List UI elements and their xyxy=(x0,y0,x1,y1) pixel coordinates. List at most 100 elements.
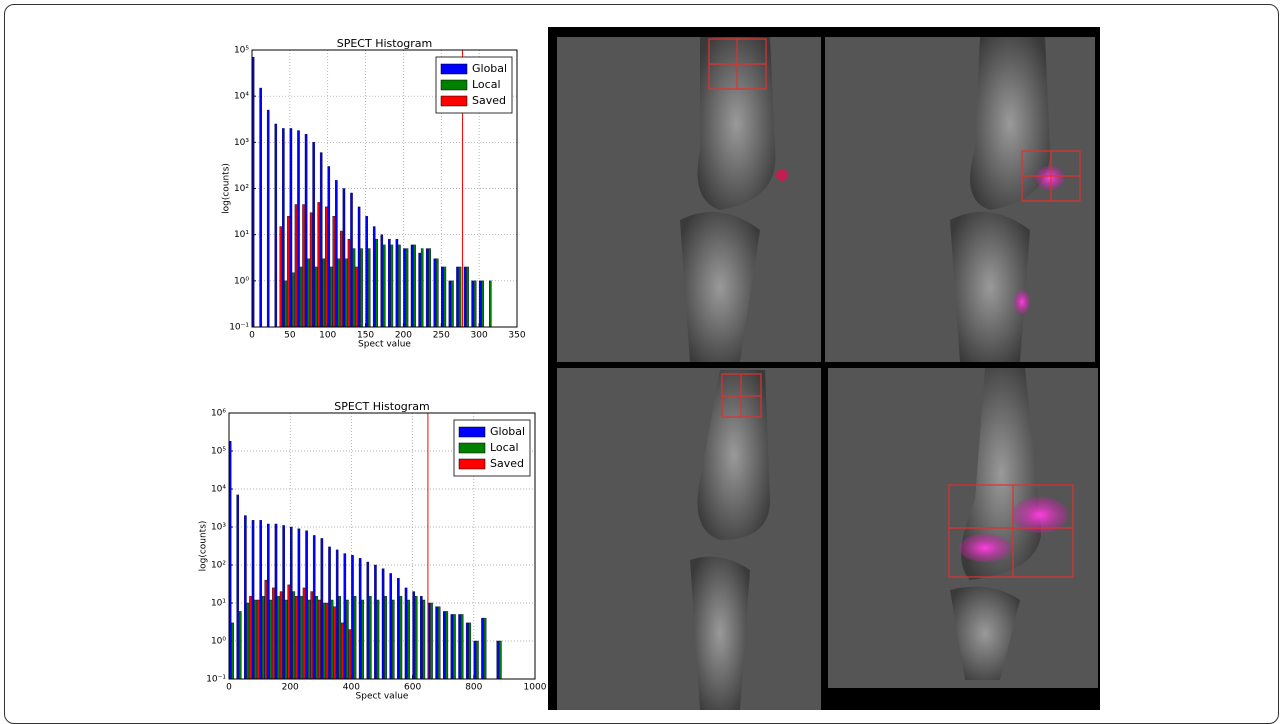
x-tick-label: 250 xyxy=(433,331,450,341)
bar xyxy=(441,266,444,328)
x-tick-label: 200 xyxy=(282,683,299,693)
bar xyxy=(436,258,439,328)
bar xyxy=(332,216,336,328)
y-tick-label: 10⁰ xyxy=(211,637,226,647)
bar xyxy=(355,266,358,328)
bar xyxy=(367,248,371,328)
bar xyxy=(259,520,262,680)
bar xyxy=(325,602,329,680)
bar xyxy=(292,591,296,680)
y-tick-label: 10⁻¹ xyxy=(229,323,249,333)
y-tick-label: 10⁴ xyxy=(234,92,249,102)
bar xyxy=(236,494,240,680)
bar xyxy=(397,577,400,680)
x-tick-label: 300 xyxy=(471,331,488,341)
bar xyxy=(254,599,257,680)
bar xyxy=(420,248,424,328)
bar xyxy=(302,204,305,328)
bar xyxy=(279,226,283,328)
bar xyxy=(473,640,477,680)
bar xyxy=(307,258,310,328)
legend-label: Saved xyxy=(472,94,506,107)
x-tick-label: 600 xyxy=(404,683,421,693)
bar xyxy=(305,530,308,680)
legend-swatch xyxy=(440,63,468,75)
bar xyxy=(352,248,356,328)
bar xyxy=(304,134,308,328)
x-axis-label: Spect value xyxy=(358,340,411,350)
bar xyxy=(388,238,391,328)
bar xyxy=(327,166,331,328)
x-axis-label: Spect value xyxy=(356,692,409,702)
bar xyxy=(309,212,313,328)
chart-title: SPECT Histogram xyxy=(334,400,430,413)
y-tick-label: 10² xyxy=(234,184,249,194)
bar xyxy=(458,266,462,328)
ct-images xyxy=(548,27,1100,710)
bar xyxy=(307,599,311,680)
legend-label: Global xyxy=(472,62,507,75)
bar xyxy=(407,599,410,680)
bar xyxy=(259,87,262,328)
bar xyxy=(456,266,459,328)
x-tick-label: 350 xyxy=(508,331,525,341)
bar xyxy=(413,244,416,328)
bar xyxy=(460,614,464,680)
bar xyxy=(412,591,415,680)
legend-swatch xyxy=(440,79,468,91)
bar xyxy=(338,596,342,680)
legend-swatch xyxy=(458,426,486,438)
y-tick-label: 10⁰ xyxy=(234,276,249,286)
bar xyxy=(251,520,255,680)
y-tick-label: 10¹ xyxy=(234,230,249,240)
bar xyxy=(282,525,285,680)
bar xyxy=(465,622,469,680)
bar xyxy=(468,622,472,680)
bar xyxy=(322,258,326,328)
bar xyxy=(317,202,320,328)
bar xyxy=(312,535,316,680)
x-tick-label: 800 xyxy=(465,683,482,693)
bar xyxy=(277,596,280,680)
bar xyxy=(345,258,348,328)
bar xyxy=(448,280,452,328)
y-tick-label: 10⁵ xyxy=(211,447,226,457)
bar xyxy=(315,596,319,680)
bar xyxy=(289,128,293,328)
bar xyxy=(390,244,394,328)
bar xyxy=(266,109,270,328)
bar xyxy=(453,614,456,680)
bar xyxy=(272,587,275,680)
bar xyxy=(496,640,500,680)
bar xyxy=(458,614,461,680)
y-axis-label: log(counts) xyxy=(199,521,209,572)
bar xyxy=(346,599,349,680)
bar xyxy=(481,617,484,680)
bar xyxy=(246,602,250,680)
bar xyxy=(348,629,352,680)
bar xyxy=(279,591,283,680)
bar xyxy=(463,266,467,328)
bar xyxy=(256,599,260,680)
bar xyxy=(420,596,423,680)
bar xyxy=(380,234,384,328)
bar xyxy=(369,596,372,680)
bar xyxy=(249,596,252,680)
bar xyxy=(333,606,336,680)
bar xyxy=(290,526,293,680)
bar xyxy=(312,142,315,328)
bar xyxy=(403,248,406,328)
x-tick-label: 50 xyxy=(284,331,296,341)
bar xyxy=(443,611,446,680)
bar xyxy=(398,244,401,328)
legend-label: Local xyxy=(472,78,501,91)
bar xyxy=(294,204,298,328)
bar xyxy=(499,640,502,680)
bar xyxy=(320,538,324,680)
bar xyxy=(437,606,441,680)
bar xyxy=(404,587,408,680)
bar xyxy=(425,248,429,328)
bar xyxy=(471,280,474,328)
